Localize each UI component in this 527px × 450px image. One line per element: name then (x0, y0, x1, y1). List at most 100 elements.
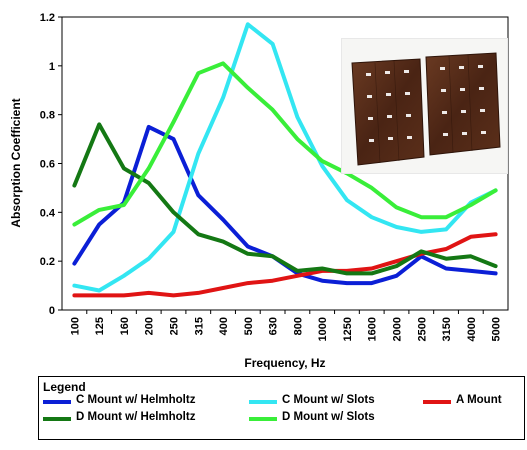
x-tick-label: 400 (218, 317, 230, 335)
data-point-a-mount (97, 293, 101, 297)
legend-swatch (249, 400, 277, 404)
x-axis-label: Frequency, Hz (244, 356, 325, 370)
data-point-d-mount-w-helmholtz (196, 232, 200, 236)
data-point-d-mount-w-helmholtz (271, 254, 275, 258)
y-axis-ticks: 0 0.2 0.4 0.6 0.8 1 1.2 (40, 12, 62, 317)
x-tick-label: 500 (243, 317, 255, 335)
data-point-c-mount-w-slots (444, 227, 448, 231)
wood-panel-sample-photo (341, 38, 508, 174)
series-line-c-mount-w-slots (72, 22, 498, 293)
data-point-d-mount-w-helmholtz (395, 264, 398, 268)
data-point-c-mount-w-slots (370, 215, 374, 219)
data-point-d-mount-w-slots (221, 61, 225, 65)
data-point-d-mount-w-slots (320, 159, 324, 163)
y-tick-label: 0.2 (40, 256, 55, 268)
y-tick-label: 0.8 (40, 110, 55, 122)
legend-swatch (249, 417, 277, 421)
data-point-d-mount-w-slots (97, 208, 101, 212)
data-point-d-mount-w-helmholtz (122, 166, 126, 170)
data-point-d-mount-w-slots (271, 108, 275, 112)
data-point-d-mount-w-slots (172, 120, 175, 124)
data-point-d-mount-w-helmholtz (172, 210, 175, 214)
x-tick-label: 630 (268, 317, 280, 335)
data-point-d-mount-w-helmholtz (246, 252, 250, 256)
data-point-d-mount-w-slots (147, 166, 151, 170)
x-tick-label: 160 (119, 317, 131, 335)
data-point-c-mount-w-slots (122, 274, 126, 278)
data-point-c-mount-w-helmholtz (196, 193, 200, 197)
data-point-a-mount (221, 286, 225, 290)
data-point-a-mount (370, 266, 374, 270)
data-point-d-mount-w-slots (196, 71, 200, 75)
data-point-c-mount-w-helmholtz (97, 223, 101, 227)
data-point-d-mount-w-helmholtz (370, 271, 374, 275)
x-tick-label: 4000 (466, 317, 478, 341)
data-point-c-mount-w-slots (147, 257, 151, 261)
data-point-c-mount-w-helmholtz (444, 266, 448, 270)
y-tick-label: 0.4 (40, 207, 56, 219)
data-point-c-mount-w-helmholtz (147, 125, 151, 129)
legend-label: C Mount w/ Slots (282, 394, 375, 406)
data-point-d-mount-w-slots (370, 186, 374, 190)
data-point-d-mount-w-helmholtz (295, 269, 299, 273)
x-tick-label: 200 (144, 317, 156, 335)
data-point-d-mount-w-slots (395, 205, 398, 209)
legend-label: A Mount (456, 394, 502, 406)
data-point-d-mount-w-helmholtz (444, 257, 448, 261)
data-point-c-mount-w-slots (97, 288, 101, 292)
data-point-c-mount-w-helmholtz (494, 271, 498, 275)
x-axis-ticks: 100 125 160 200 250 315 400 500 630 800 1000 1250 16… (69, 310, 503, 341)
data-point-c-mount-w-slots (172, 230, 175, 234)
data-point-a-mount (295, 274, 299, 278)
data-point-d-mount-w-slots (246, 86, 250, 90)
data-point-c-mount-w-slots (72, 284, 76, 288)
data-point-a-mount (469, 235, 473, 239)
x-tick-label: 3150 (441, 317, 453, 341)
y-tick-label: 0.6 (40, 159, 55, 171)
data-point-d-mount-w-slots (122, 203, 126, 207)
data-point-c-mount-w-helmholtz (246, 245, 250, 249)
x-tick-label: 5000 (491, 317, 503, 341)
data-point-d-mount-w-helmholtz (221, 240, 225, 244)
data-point-c-mount-w-helmholtz (72, 262, 76, 266)
data-point-a-mount (72, 293, 76, 297)
data-point-c-mount-w-helmholtz (395, 274, 398, 278)
legend-swatch (43, 400, 71, 404)
x-tick-label: 2500 (416, 317, 428, 341)
data-point-d-mount-w-slots (494, 188, 498, 192)
legend-label: C Mount w/ Helmholtz (76, 394, 196, 406)
x-tick-label: 2000 (392, 317, 404, 341)
data-point-a-mount (172, 293, 175, 297)
legend-entry-d-mount-slots: D Mount w/ Slots (249, 411, 399, 425)
data-point-a-mount (444, 247, 448, 251)
data-point-d-mount-w-helmholtz (419, 249, 423, 253)
data-point-d-mount-w-helmholtz (147, 181, 151, 185)
x-tick-label: 1000 (317, 317, 329, 341)
data-point-d-mount-w-helmholtz (320, 266, 324, 270)
series-lines (72, 22, 498, 298)
series-line-d-mount-w-slots (72, 61, 498, 227)
data-point-a-mount (395, 259, 398, 263)
legend-entry-a-mount: A Mount (423, 394, 523, 408)
data-point-d-mount-w-slots (469, 203, 473, 207)
data-point-c-mount-w-slots (395, 225, 398, 229)
data-point-c-mount-w-helmholtz (320, 279, 324, 283)
data-point-c-mount-w-slots (320, 164, 324, 168)
x-tick-label: 100 (69, 317, 81, 335)
data-point-c-mount-w-slots (271, 42, 275, 46)
data-point-d-mount-w-slots (295, 137, 299, 141)
data-point-d-mount-w-slots (419, 215, 423, 219)
y-axis-label: Absorption Coefficient (9, 98, 23, 227)
data-point-c-mount-w-slots (221, 96, 225, 100)
legend-swatch (423, 400, 451, 404)
data-point-d-mount-w-slots (444, 215, 448, 219)
data-point-c-mount-w-slots (295, 115, 299, 119)
series-line-d-mount-w-helmholtz (72, 122, 498, 276)
data-point-c-mount-w-slots (196, 152, 200, 156)
legend-title: Legend (43, 380, 86, 394)
data-point-a-mount (147, 291, 151, 295)
x-tick-label: 800 (292, 317, 304, 335)
data-point-a-mount (494, 232, 498, 236)
data-point-d-mount-w-helmholtz (97, 122, 101, 126)
